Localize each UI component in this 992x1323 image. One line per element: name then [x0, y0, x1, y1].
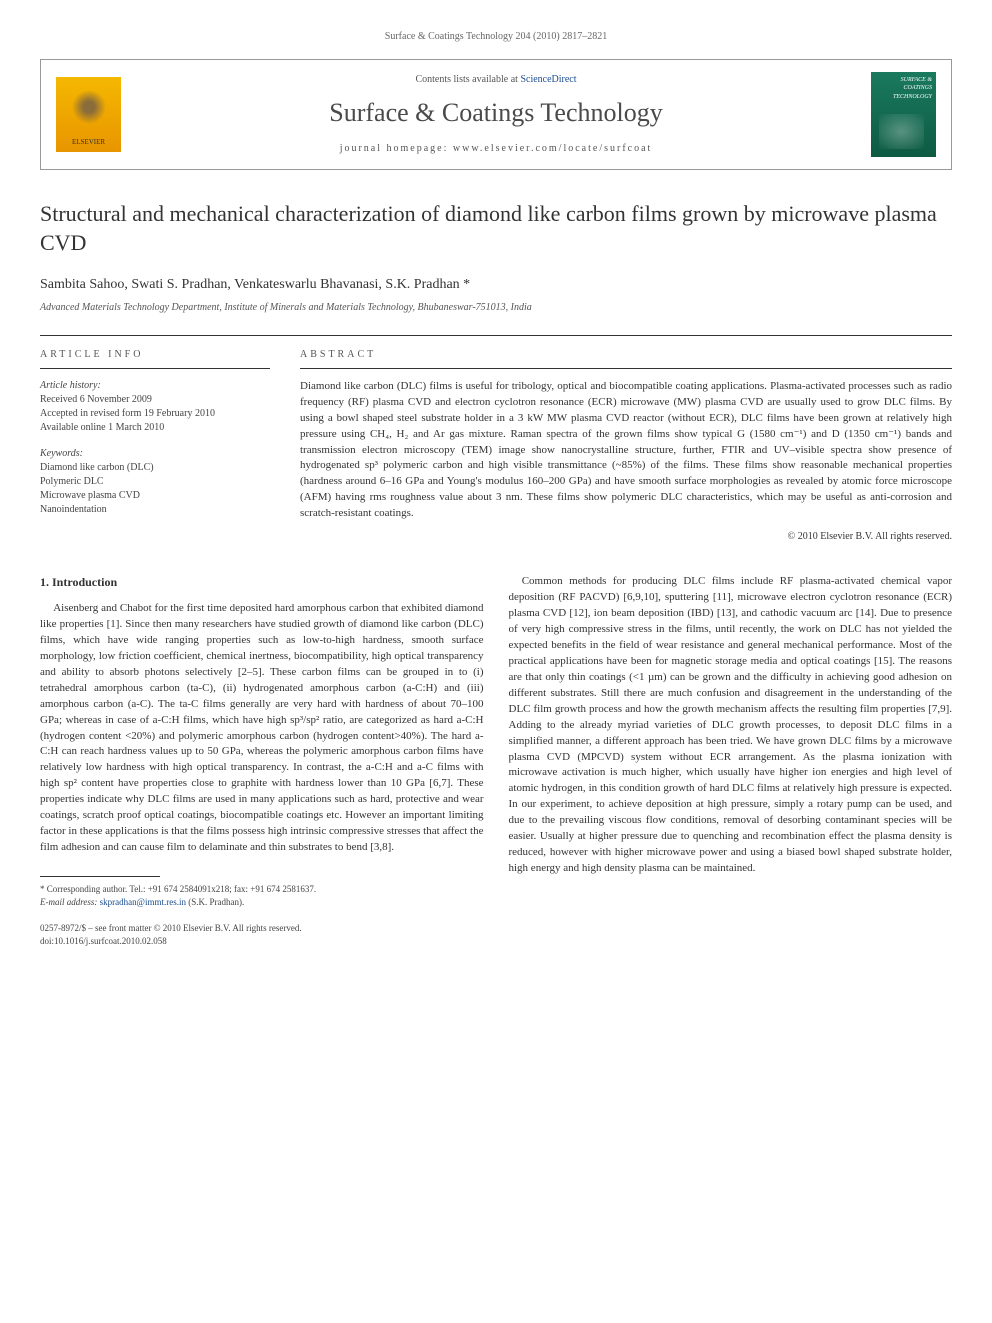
running-header: Surface & Coatings Technology 204 (2010)…	[40, 30, 952, 44]
introduction-heading: 1. Introduction	[40, 574, 484, 591]
corr-email-line: E-mail address: skpradhan@immt.res.in (S…	[40, 896, 484, 909]
journal-cover-thumb: SURFACE & COATINGS TECHNOLOGY	[871, 72, 936, 157]
authors-line: Sambita Sahoo, Swati S. Pradhan, Venkate…	[40, 275, 952, 295]
info-abstract-row: article info Article history: Received 6…	[40, 335, 952, 544]
article-history-block: Article history: Received 6 November 200…	[40, 379, 270, 435]
history-accepted: Accepted in revised form 19 February 201…	[40, 407, 270, 421]
journal-masthead: ELSEVIER Contents lists available at Sci…	[40, 59, 952, 170]
cover-text: SURFACE & COATINGS TECHNOLOGY	[893, 77, 932, 100]
footnote-separator	[40, 876, 160, 877]
abstract-column: abstract Diamond like carbon (DLC) films…	[300, 348, 952, 544]
keyword: Nanoindentation	[40, 503, 270, 517]
article-info-heading: article info	[40, 348, 270, 369]
homepage-prefix: journal homepage:	[340, 143, 453, 154]
elsevier-logo: ELSEVIER	[56, 77, 121, 152]
keyword: Microwave plasma CVD	[40, 489, 270, 503]
intro-paragraph-1: Aisenberg and Chabot for the first time …	[40, 601, 484, 856]
keywords-block: Keywords: Diamond like carbon (DLC) Poly…	[40, 447, 270, 517]
sciencedirect-link[interactable]: ScienceDirect	[520, 74, 576, 85]
masthead-center: Contents lists available at ScienceDirec…	[136, 73, 856, 155]
article-info-column: article info Article history: Received 6…	[40, 348, 270, 544]
intro-paragraph-2: Common methods for producing DLC films i…	[509, 574, 953, 877]
journal-homepage: journal homepage: www.elsevier.com/locat…	[136, 142, 856, 156]
contents-prefix: Contents lists available at	[415, 74, 520, 85]
abstract-heading: abstract	[300, 348, 952, 369]
abstract-text: Diamond like carbon (DLC) films is usefu…	[300, 379, 952, 522]
footer-meta: 0257-8972/$ – see front matter © 2010 El…	[40, 922, 484, 947]
article-title: Structural and mechanical characterizati…	[40, 200, 952, 257]
body-left-column: 1. Introduction Aisenberg and Chabot for…	[40, 574, 484, 947]
corresponding-author-footnote: * Corresponding author. Tel.: +91 674 25…	[40, 883, 484, 908]
corr-author-line: * Corresponding author. Tel.: +91 674 25…	[40, 883, 484, 896]
body-two-column: 1. Introduction Aisenberg and Chabot for…	[40, 574, 952, 947]
history-head: Article history:	[40, 379, 270, 393]
abstract-copyright: © 2010 Elsevier B.V. All rights reserved…	[300, 530, 952, 544]
doi-line: doi:10.1016/j.surfcoat.2010.02.058	[40, 935, 484, 948]
affiliation: Advanced Materials Technology Department…	[40, 301, 952, 315]
email-link[interactable]: skpradhan@immt.res.in	[100, 897, 186, 907]
journal-name: Surface & Coatings Technology	[136, 95, 856, 131]
email-suffix: (S.K. Pradhan).	[186, 897, 244, 907]
keywords-head: Keywords:	[40, 447, 270, 461]
body-right-column: Common methods for producing DLC films i…	[509, 574, 953, 947]
elsevier-label: ELSEVIER	[72, 138, 105, 148]
keyword: Polymeric DLC	[40, 475, 270, 489]
keyword: Diamond like carbon (DLC)	[40, 461, 270, 475]
email-label: E-mail address:	[40, 897, 100, 907]
contents-available-line: Contents lists available at ScienceDirec…	[136, 73, 856, 87]
history-received: Received 6 November 2009	[40, 393, 270, 407]
history-online: Available online 1 March 2010	[40, 421, 270, 435]
front-matter-line: 0257-8972/$ – see front matter © 2010 El…	[40, 922, 484, 935]
homepage-url[interactable]: www.elsevier.com/locate/surfcoat	[453, 143, 652, 154]
